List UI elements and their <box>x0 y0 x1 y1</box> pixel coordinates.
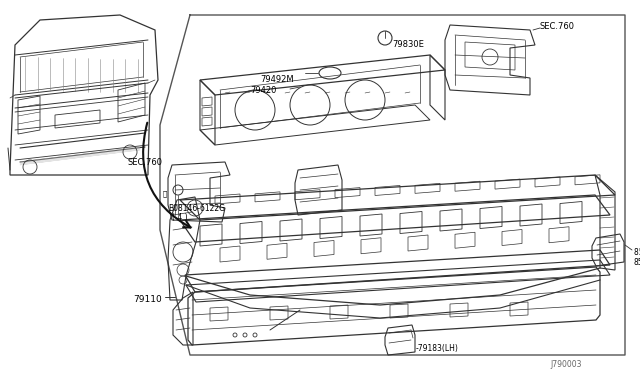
Text: ( 4 ): ( 4 ) <box>172 213 188 222</box>
FancyArrowPatch shape <box>143 123 191 228</box>
Text: 79492M: 79492M <box>260 75 294 84</box>
Text: Ⓑ: Ⓑ <box>163 190 167 197</box>
Text: SEC.760: SEC.760 <box>127 158 162 167</box>
Text: 85044MA(LH): 85044MA(LH) <box>634 258 640 267</box>
Text: SEC.760: SEC.760 <box>540 22 575 31</box>
Text: 79420: 79420 <box>250 86 276 95</box>
Text: B08146-6122G: B08146-6122G <box>168 204 225 213</box>
Text: J790003: J790003 <box>550 360 582 369</box>
Text: 79110: 79110 <box>133 295 162 304</box>
Text: -79183(LH): -79183(LH) <box>416 344 459 353</box>
Text: 79830E: 79830E <box>392 40 424 49</box>
Text: 85044M (RH): 85044M (RH) <box>634 248 640 257</box>
